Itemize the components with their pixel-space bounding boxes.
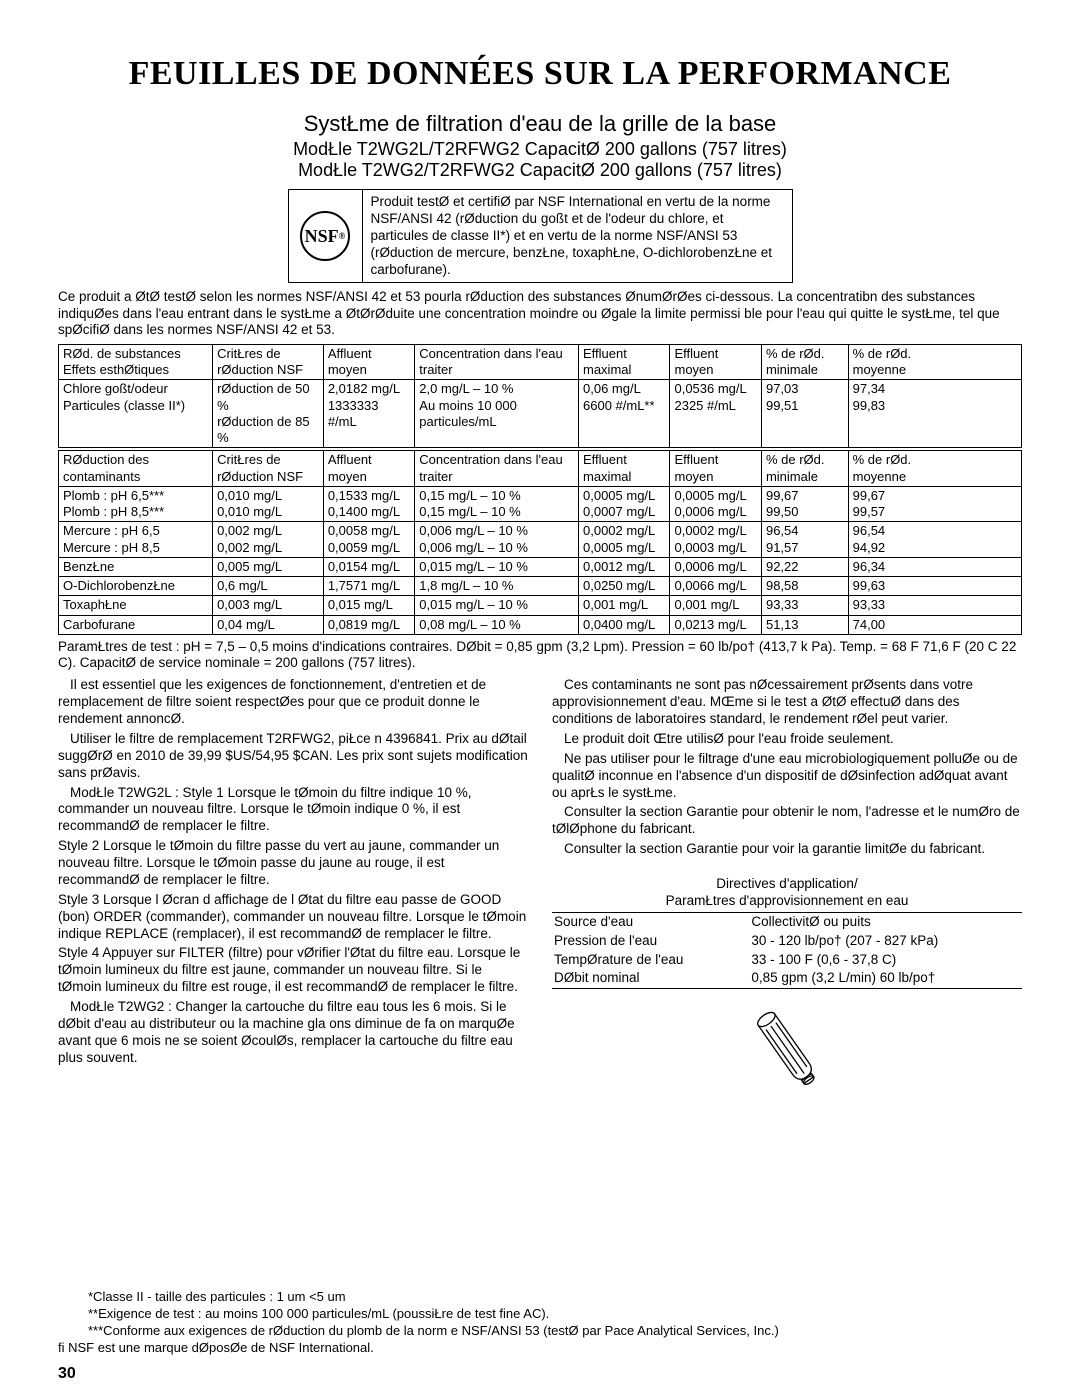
table-row: Source d'eauCollectivitØ ou puits: [552, 912, 1022, 931]
notes-right-column: Ces contaminants ne sont pas nØcessairem…: [552, 677, 1022, 1104]
test-parameters: ParamŁtres de test : pH = 7,5 – 0,5 moin…: [58, 639, 1022, 671]
filter-cartridge-icon: [552, 999, 1022, 1104]
note-paragraph: Ces contaminants ne sont pas nØcessairem…: [552, 677, 1022, 728]
contaminant-reduction-table: RØduction descontaminants CritŁres derØd…: [58, 450, 1022, 635]
nsf-logo-icon: NSF®: [300, 211, 350, 261]
subtitle-model-1: ModŁle T2WG2L/T2RFWG2 CapacitØ 200 gallo…: [58, 139, 1022, 160]
note-paragraph: Consulter la section Garantie pour voir …: [552, 841, 1022, 858]
application-guidelines-table: Source d'eauCollectivitØ ou puits Pressi…: [552, 912, 1022, 990]
trademark-note: fi NSF est une marque dØposØe de NSF Int…: [58, 1340, 1022, 1357]
footnote: ***Conforme aux exigences de rØduction d…: [88, 1323, 1022, 1340]
nsf-reg-mark: ®: [339, 231, 346, 241]
table-row: Pression de l'eau30 - 120 lb/po† (207 - …: [552, 932, 1022, 951]
table-row: Plomb : pH 6,5***Plomb : pH 8,5***0,010 …: [59, 486, 1022, 522]
intro-paragraph: Ce produit a ØtØ testØ selon les normes …: [58, 289, 1022, 338]
table-row: O-DichlorobenzŁne0,6 mg/L1,7571 mg/L1,8 …: [59, 577, 1022, 596]
table-row: BenzŁne0,005 mg/L0,0154 mg/L0,015 mg/L –…: [59, 557, 1022, 576]
table-header-row: RØd. de substancesEffets esthØtiques Cri…: [59, 344, 1022, 380]
note-paragraph: ModŁle T2WG2 : Changer la cartouche du f…: [58, 999, 528, 1067]
note-paragraph: Le produit doit Œtre utilisØ pour l'eau …: [552, 731, 1022, 748]
note-paragraph: Consulter la section Garantie pour obten…: [552, 804, 1022, 838]
table-row: DØbit nominal0,85 gpm (3,2 L/min) 60 lb/…: [552, 969, 1022, 988]
aesthetic-effects-table: RØd. de substancesEffets esthØtiques Cri…: [58, 344, 1022, 449]
nsf-logo-box: NSF®: [288, 189, 363, 283]
table-row: Mercure : pH 6,5Mercure : pH 8,50,002 mg…: [59, 522, 1022, 558]
note-paragraph: ModŁle T2WG2L : Style 1 Lorsque le tØmoi…: [58, 785, 528, 836]
note-paragraph: Style 4 Appuyer sur FILTER (filtre) pour…: [58, 945, 528, 996]
table-row: Chlore goßt/odeurParticules (classe II*)…: [59, 380, 1022, 448]
table-header-row: RØduction descontaminants CritŁres derØd…: [59, 451, 1022, 487]
note-paragraph: Ne pas utiliser pour le filtrage d'une e…: [552, 751, 1022, 802]
subtitle-system: SystŁme de filtration d'eau de la grille…: [58, 111, 1022, 137]
footnote: *Classe II - taille des particules : 1 u…: [88, 1289, 1022, 1306]
two-column-notes: Il est essentiel que les exigences de fo…: [58, 677, 1022, 1104]
note-paragraph: Utiliser le filtre de remplacement T2RFW…: [58, 731, 528, 782]
table-row: Carbofurane0,04 mg/L0,0819 mg/L0,08 mg/L…: [59, 615, 1022, 634]
nsf-certification-block: NSF® Produit testØ et certifiØ par NSF I…: [58, 189, 1022, 283]
page-number: 30: [58, 1365, 76, 1383]
table-row: ToxaphŁne0,003 mg/L0,015 mg/L0,015 mg/L …: [59, 596, 1022, 615]
page-title: FEUILLES DE DONNÉES SUR LA PERFORMANCE: [58, 55, 1022, 93]
table-row: TempØrature de l'eau33 - 100 F (0,6 - 37…: [552, 951, 1022, 970]
note-paragraph: Il est essentiel que les exigences de fo…: [58, 677, 528, 728]
footnote: **Exigence de test : au moins 100 000 pa…: [88, 1306, 1022, 1323]
nsf-logo-text: NSF: [305, 226, 339, 247]
note-paragraph: Style 3 Lorsque l Øcran d affichage de l…: [58, 892, 528, 943]
notes-left-column: Il est essentiel que les exigences de fo…: [58, 677, 528, 1104]
footnotes: *Classe II - taille des particules : 1 u…: [58, 1289, 1022, 1357]
nsf-certification-text: Produit testØ et certifiØ par NSF Intern…: [363, 189, 793, 283]
application-guidelines-title: Directives d'application/ParamŁtres d'ap…: [552, 876, 1022, 910]
subtitle-model-2: ModŁle T2WG2/T2RFWG2 CapacitØ 200 gallon…: [58, 160, 1022, 181]
note-paragraph: Style 2 Lorsque le tØmoin du filtre pass…: [58, 838, 528, 889]
